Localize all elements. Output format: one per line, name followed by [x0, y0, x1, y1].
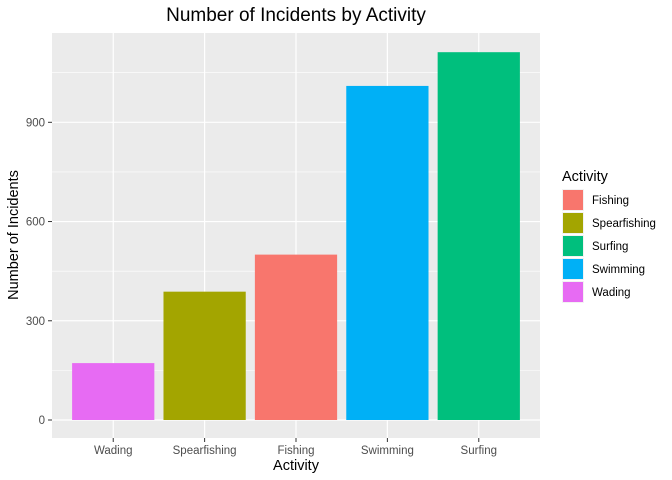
chart-title: Number of Incidents by Activity	[166, 5, 426, 26]
y-tick-label: 300	[26, 316, 45, 328]
x-tick-label: Fishing	[277, 445, 314, 457]
legend-swatch	[563, 236, 583, 256]
x-tick-label: Swimming	[361, 445, 414, 457]
legend-swatch	[563, 213, 583, 233]
bar-wading	[72, 363, 155, 420]
legend-label: Surfing	[592, 241, 628, 253]
bar-fishing	[254, 254, 338, 420]
bar-surfing	[437, 52, 520, 420]
bar-swimming	[346, 85, 429, 420]
x-axis-title: Activity	[273, 458, 320, 474]
x-tick-label: Surfing	[461, 445, 497, 457]
x-tick-label: Spearfishing	[173, 445, 237, 457]
legend-label: Swimming	[592, 264, 645, 276]
legend-swatch	[563, 282, 583, 302]
y-tick-label: 0	[39, 415, 45, 427]
y-axis: 0 300 600 900	[26, 117, 52, 427]
y-axis-title: Number of Incidents	[6, 170, 22, 300]
bar-spearfishing	[163, 291, 246, 420]
x-tick-label: Wading	[94, 445, 133, 457]
legend-swatch	[563, 259, 583, 279]
y-tick-label: 900	[26, 117, 45, 129]
bars	[72, 52, 520, 420]
legend-title: Activity	[562, 169, 609, 185]
legend: Activity Fishing Spearfishing Surfing Swimm…	[562, 169, 656, 303]
legend-label: Spearfishing	[592, 218, 656, 230]
legend-label: Wading	[592, 287, 631, 299]
legend-swatch	[563, 190, 583, 210]
x-axis: Wading Spearfishing Fishing Swimming Surfing	[94, 438, 497, 457]
legend-label: Fishing	[592, 195, 629, 207]
y-tick-label: 600	[26, 217, 45, 229]
